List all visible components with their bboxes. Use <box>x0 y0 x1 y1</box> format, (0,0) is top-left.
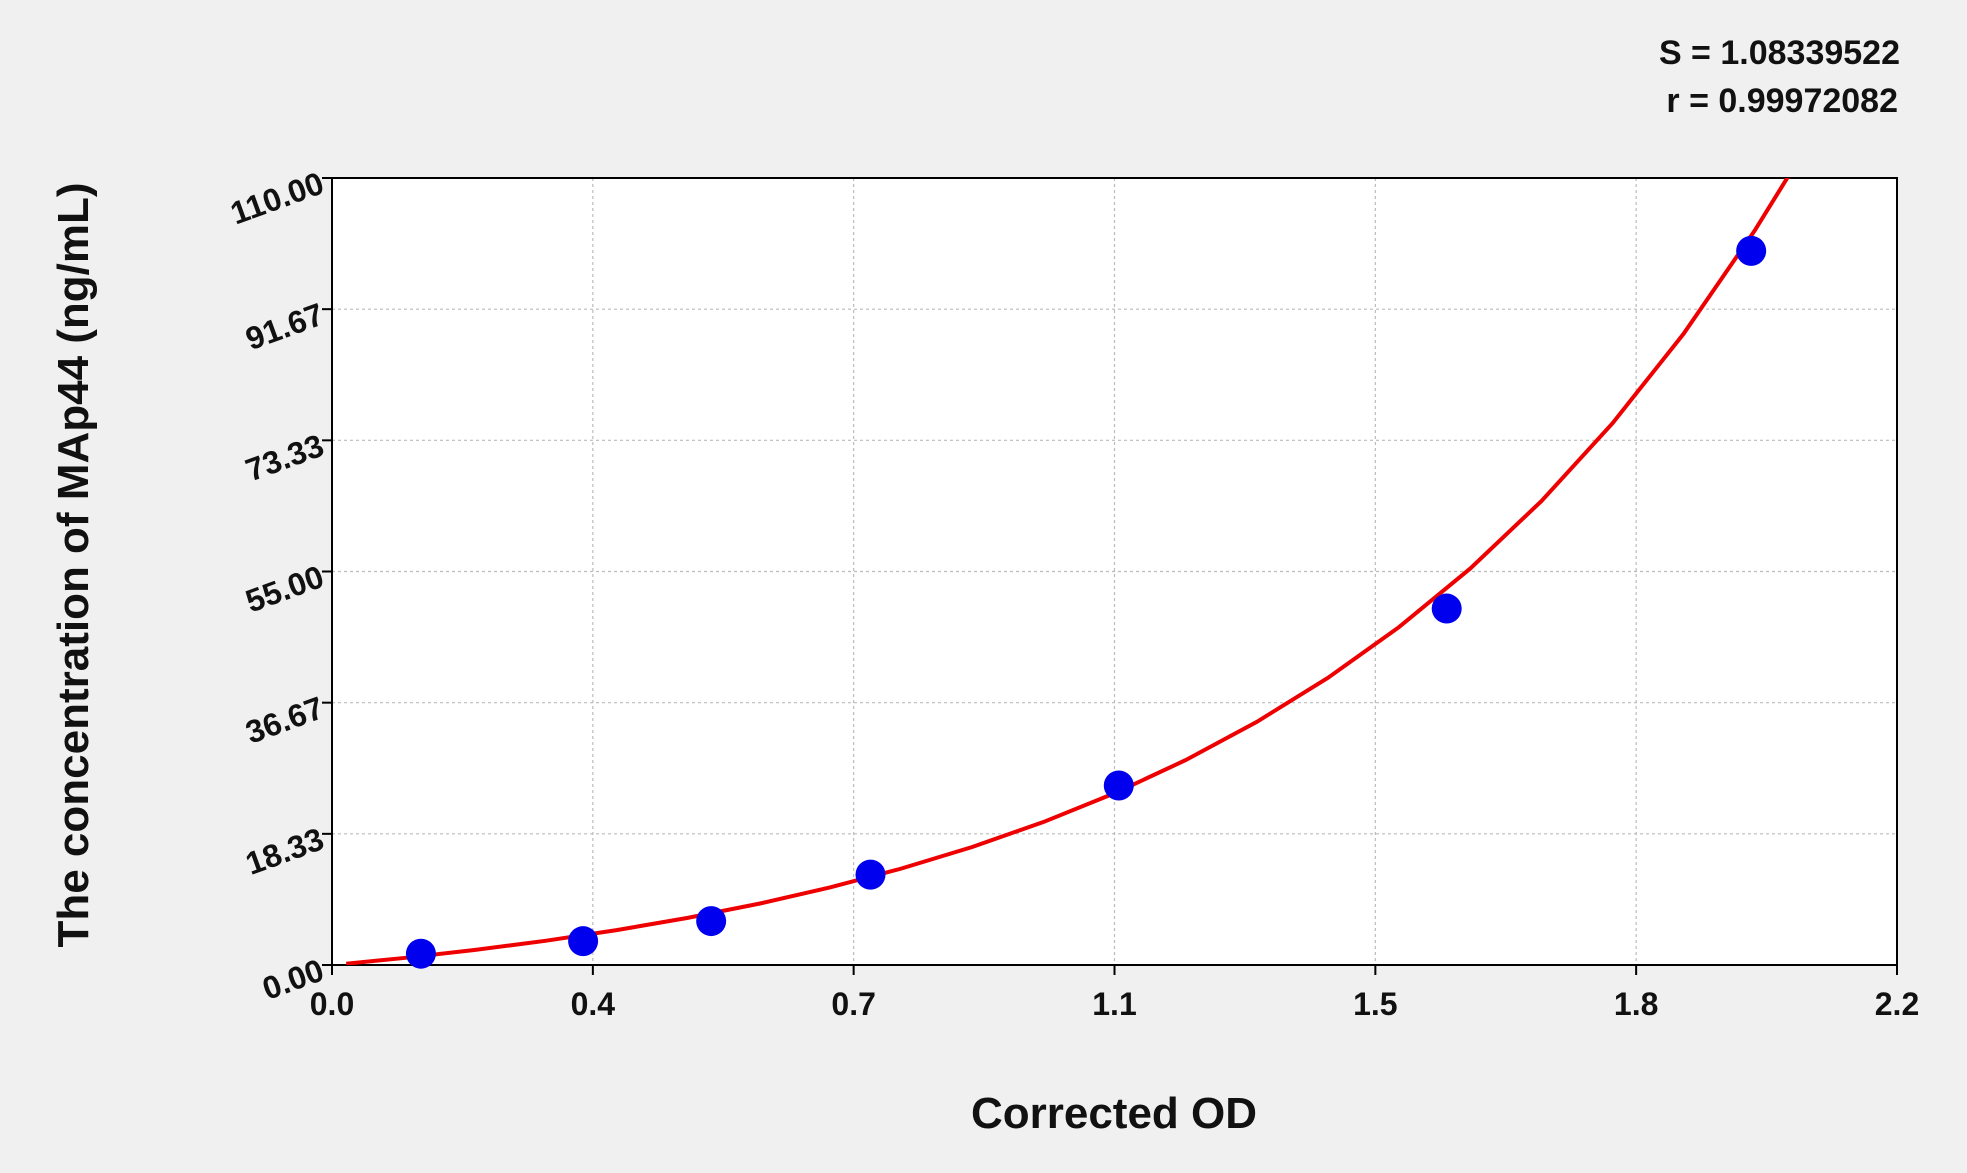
plot-frame <box>331 177 1898 966</box>
y-tick-label: 91.67 <box>241 296 329 357</box>
x-tick-label: 1.5 <box>1353 986 1397 1022</box>
x-tick-label: 0.7 <box>831 986 875 1022</box>
x-tick-label: 0.4 <box>571 986 616 1022</box>
x-tick-label: 1.1 <box>1092 986 1136 1022</box>
y-tick-label: 55.00 <box>241 558 329 619</box>
y-tick-label: 18.33 <box>241 821 329 882</box>
data-point <box>568 926 599 957</box>
y-tick-label: 110.00 <box>226 165 329 232</box>
r-annotation: r = 0.99972082 <box>1666 82 1898 120</box>
data-point <box>1103 770 1134 801</box>
s-annotation: S = 1.08339522 <box>1659 34 1900 72</box>
x-tick-label: 2.2 <box>1875 986 1919 1022</box>
y-tick-label: 73.33 <box>241 427 329 488</box>
x-axis-title: Corrected OD <box>971 1089 1257 1138</box>
data-point <box>1431 593 1462 624</box>
data-point <box>855 859 886 890</box>
x-tick-label: 0.0 <box>310 986 354 1022</box>
y-axis-title: The concentration of MAp44 (ng/mL) <box>49 182 98 947</box>
y-tick-label: 36.67 <box>241 689 329 750</box>
data-point <box>405 938 436 969</box>
x-tick-label: 1.8 <box>1614 986 1658 1022</box>
data-point <box>1736 235 1767 266</box>
data-point <box>696 906 727 937</box>
